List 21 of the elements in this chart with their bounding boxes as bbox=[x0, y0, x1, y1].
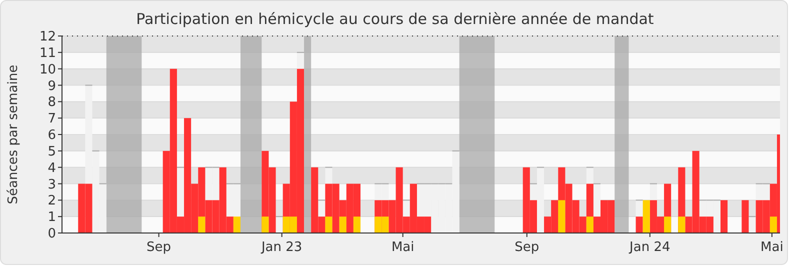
y-tick-label: 1 bbox=[48, 210, 56, 226]
x-tick-label: Sep bbox=[514, 240, 540, 255]
y-tick-label: 7 bbox=[48, 112, 56, 127]
y-tick-label: 12 bbox=[39, 30, 56, 45]
y-tick-label: 11 bbox=[39, 46, 56, 61]
y-axis-title: Séances par semaine bbox=[6, 64, 21, 204]
y-tick-label: 6 bbox=[48, 128, 56, 144]
y-tick-label: 0 bbox=[48, 226, 56, 242]
y-tick-label: 10 bbox=[39, 62, 56, 78]
chart-title: Participation en hémicycle au cours de sa dernière année de mandat bbox=[136, 10, 654, 28]
x-tick-label: Jan 23 bbox=[260, 240, 302, 255]
x-tick-label: Mai bbox=[760, 240, 784, 255]
x-tick-label: Sep bbox=[146, 240, 172, 255]
y-tick-label: 3 bbox=[48, 177, 56, 192]
y-tick-label: 9 bbox=[48, 78, 56, 94]
x-tick-label: Mai bbox=[391, 240, 414, 255]
x-tick-label: Jan 24 bbox=[628, 240, 670, 255]
y-tick-label: 8 bbox=[48, 95, 56, 110]
y-tick-label: 5 bbox=[48, 144, 56, 160]
y-tick-label: 4 bbox=[48, 160, 56, 176]
y-tick-label: 2 bbox=[48, 194, 56, 209]
